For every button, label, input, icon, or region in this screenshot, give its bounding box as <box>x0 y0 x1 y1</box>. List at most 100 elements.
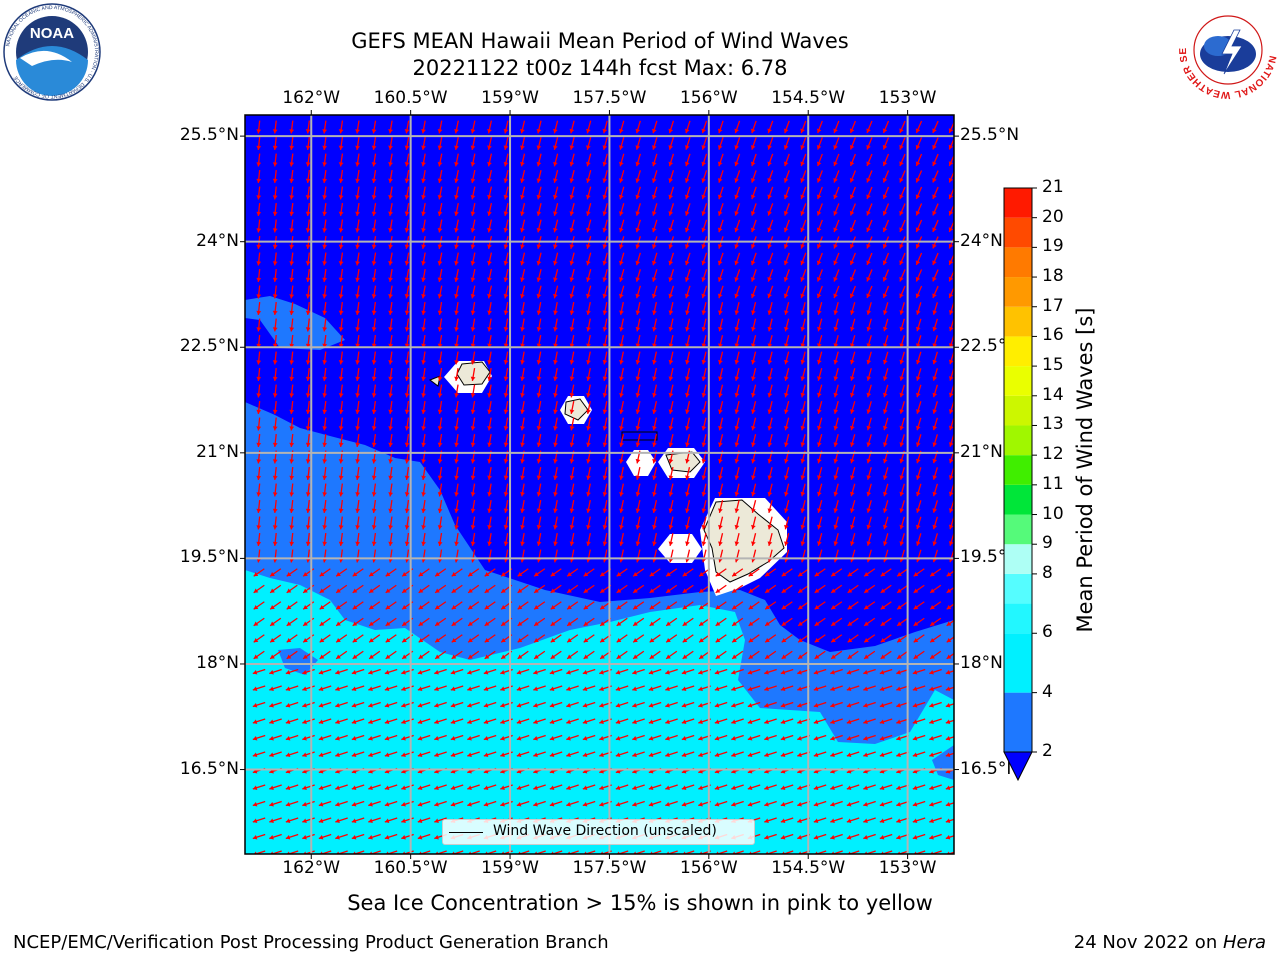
wave-direction-arrowhead <box>553 227 558 233</box>
wave-direction-arrowhead <box>437 393 443 398</box>
wave-direction-arrowhead <box>534 588 539 593</box>
wave-direction-arrowhead <box>767 541 773 546</box>
wave-direction-arrowhead <box>336 621 341 626</box>
wave-direction-arrowhead <box>847 588 853 593</box>
wave-direction-arrowhead <box>714 735 720 741</box>
wave-direction-arrowhead <box>289 376 295 381</box>
wave-direction-arrowhead <box>421 426 426 431</box>
wave-direction-arrowhead <box>256 525 262 530</box>
wave-direction-arrowhead <box>685 310 690 315</box>
wave-direction-arrowhead <box>635 227 641 233</box>
wave-direction-arrowhead <box>948 541 954 546</box>
wave-direction-arrowhead <box>701 194 707 200</box>
wave-direction-arrowhead <box>454 310 459 315</box>
wave-direction-arrowhead <box>831 588 836 593</box>
wave-direction-arrowhead <box>421 261 426 266</box>
wave-direction-arrowhead <box>780 785 786 791</box>
wave-direction-arrowhead <box>830 719 835 725</box>
wave-direction-arrowhead <box>817 425 822 431</box>
wave-direction-arrowhead <box>385 621 391 626</box>
wave-direction-arrowhead <box>269 702 274 708</box>
wave-direction-arrowhead <box>798 654 803 659</box>
wave-direction-arrowhead <box>734 293 739 299</box>
wave-direction-arrowhead <box>384 834 390 840</box>
wave-direction-arrow <box>633 850 645 854</box>
wave-direction-arrowhead <box>767 277 772 282</box>
wave-direction-arrowhead <box>668 475 674 480</box>
wave-direction-arrowhead <box>816 144 822 150</box>
wave-direction-arrowhead <box>913 621 919 626</box>
wave-direction-arrowhead <box>470 293 476 299</box>
wave-direction-arrowhead <box>619 326 624 332</box>
wave-direction-arrowhead <box>569 128 575 134</box>
wave-direction-arrowhead <box>454 145 459 150</box>
wave-direction-arrowhead <box>797 752 802 758</box>
wave-direction-arrowhead <box>483 752 489 758</box>
wave-direction-arrowhead <box>602 178 608 183</box>
colorbar-tick-label: 20 <box>1042 206 1064 227</box>
wave-direction-arrowhead <box>582 669 588 675</box>
wave-direction-arrowhead <box>322 195 328 200</box>
wave-direction-arrowhead <box>305 442 311 447</box>
wave-direction-arrowhead <box>784 508 789 513</box>
wave-direction-arrowhead <box>418 588 424 593</box>
wave-direction-arrowhead <box>501 654 506 659</box>
wave-direction-arrowhead <box>732 588 737 593</box>
wave-direction-arrowhead <box>322 211 328 216</box>
wave-direction-arrowhead <box>635 491 641 497</box>
wave-direction-arrowhead <box>599 702 604 708</box>
wave-direction-arrowhead <box>536 360 542 365</box>
wave-direction-arrowhead <box>668 541 674 546</box>
wave-direction-arrow <box>286 850 299 854</box>
wave-direction-arrowhead <box>520 260 525 266</box>
wave-direction-arrowhead <box>437 459 443 464</box>
wave-direction-arrowhead <box>569 425 575 431</box>
wave-direction-arrowhead <box>665 801 670 807</box>
wave-direction-arrowhead <box>569 310 575 315</box>
wave-direction-arrowhead <box>863 752 868 758</box>
wave-direction-arrowhead <box>501 588 506 593</box>
wave-direction-arrowhead <box>651 194 657 200</box>
wave-direction-arrowhead <box>633 637 638 643</box>
wave-direction-arrowhead <box>915 144 921 150</box>
wave-direction-arrowhead <box>767 211 772 216</box>
wave-direction-arrowhead <box>355 277 360 282</box>
wave-direction-arrowhead <box>800 310 806 315</box>
wave-direction-arrowhead <box>586 475 591 480</box>
wave-direction-arrow <box>270 850 282 854</box>
wave-direction-arrowhead <box>880 621 886 626</box>
wave-direction-arrowhead <box>536 293 542 299</box>
wave-direction-arrowhead <box>503 508 509 513</box>
wave-direction-arrowhead <box>355 459 361 464</box>
wave-direction-arrowhead <box>649 654 655 659</box>
wave-direction-arrowhead <box>567 604 572 610</box>
wave-direction-arrowhead <box>764 735 769 741</box>
wave-direction-arrowhead <box>701 524 707 530</box>
wave-direction-arrowhead <box>915 227 921 232</box>
wave-direction-arrowhead <box>600 604 605 610</box>
wave-direction-arrowhead <box>732 654 737 659</box>
wave-direction-arrowhead <box>517 654 523 659</box>
wave-direction-arrow <box>930 850 942 854</box>
wave-direction-arrowhead <box>322 525 328 530</box>
wave-direction-arrowhead <box>586 260 591 266</box>
wave-direction-arrowhead <box>797 669 802 675</box>
wave-direction-arrowhead <box>948 475 954 480</box>
wave-direction-arrowhead <box>467 669 472 675</box>
wave-direction-arrowhead <box>698 669 703 675</box>
wave-direction-arrowhead <box>289 343 295 348</box>
wave-direction-arrowhead <box>833 524 839 530</box>
wave-direction-arrowhead <box>503 442 509 447</box>
wave-direction-arrowhead <box>252 785 258 791</box>
wave-direction-arrowhead <box>402 621 407 626</box>
wave-direction-arrowhead <box>866 524 872 530</box>
wave-direction-arrowhead <box>863 686 868 692</box>
wave-direction-arrowhead <box>435 588 440 593</box>
wave-direction-arrowhead <box>385 571 391 577</box>
wave-direction-arrowhead <box>404 409 410 414</box>
wave-direction-arrowhead <box>913 654 919 659</box>
wave-direction-arrowhead <box>303 637 308 643</box>
wave-direction-arrowhead <box>338 360 344 365</box>
wave-direction-arrowhead <box>915 409 921 414</box>
wave-direction-arrowhead <box>932 409 938 414</box>
